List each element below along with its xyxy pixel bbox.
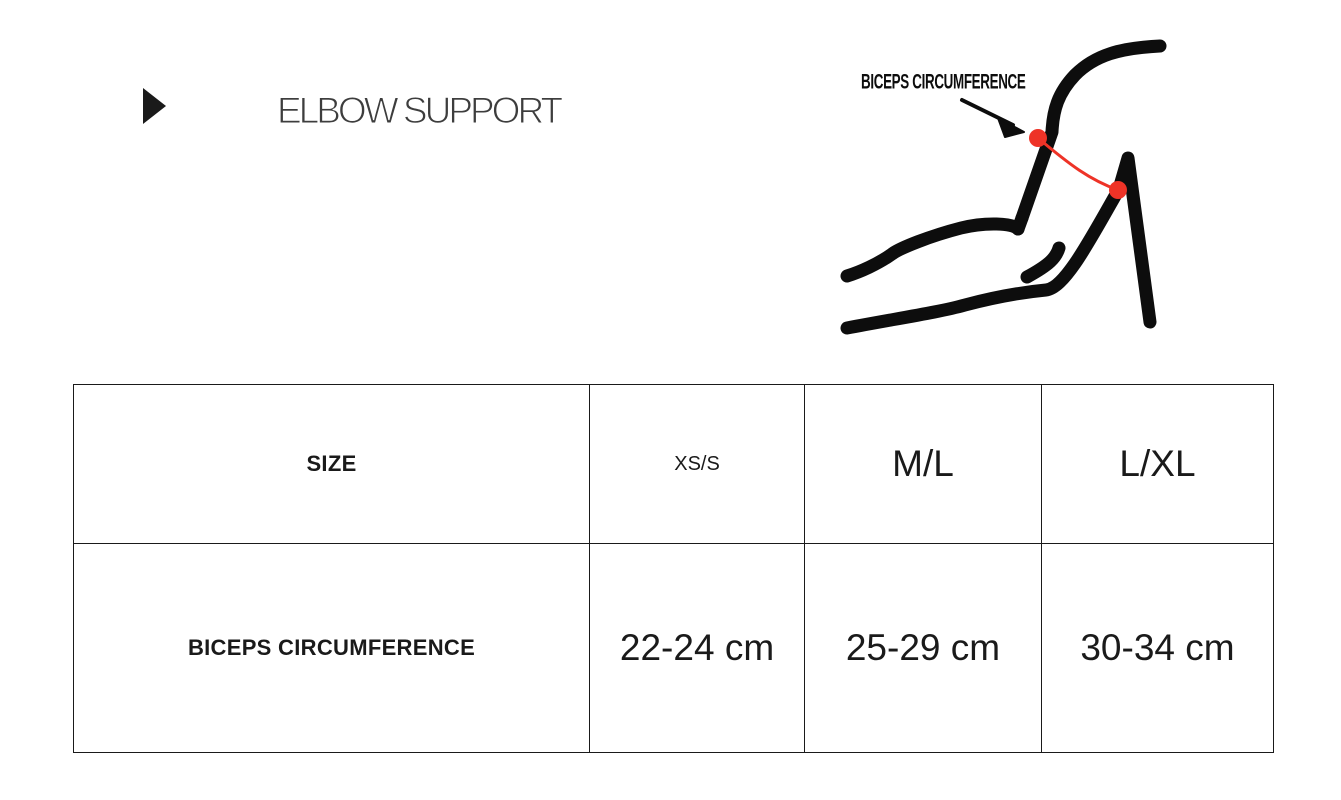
svg-text:BICEPS CIRCUMFERENCE: BICEPS CIRCUMFERENCE [861, 70, 1026, 94]
